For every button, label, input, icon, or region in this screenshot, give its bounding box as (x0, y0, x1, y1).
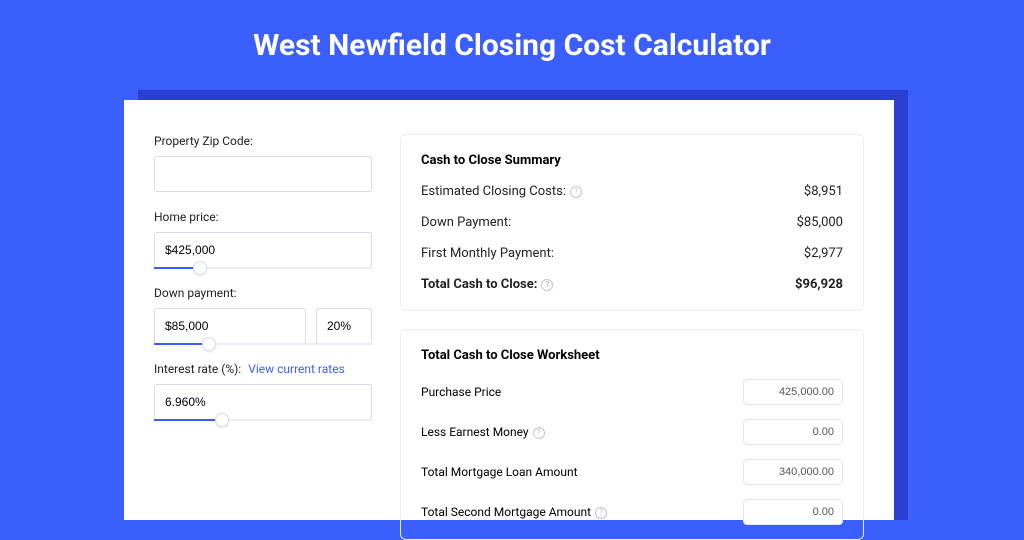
worksheet-field[interactable] (743, 419, 843, 445)
zip-group: Property Zip Code: (154, 134, 372, 192)
worksheet-row: Total Mortgage Loan Amount (421, 459, 843, 485)
results-column: Cash to Close Summary Estimated Closing … (400, 134, 864, 520)
summary-row: Estimated Closing Costs:? $8,951 (421, 184, 843, 199)
summary-row: First Monthly Payment: $2,977 (421, 246, 843, 261)
summary-label: Estimated Closing Costs:? (421, 184, 582, 199)
down-payment-input[interactable] (154, 308, 306, 344)
interest-rate-slider[interactable] (154, 419, 372, 421)
summary-card: Cash to Close Summary Estimated Closing … (400, 134, 864, 311)
interest-rate-label: Interest rate (%): View current rates (154, 362, 372, 376)
inputs-column: Property Zip Code: Home price: Down paym… (154, 134, 372, 520)
summary-label: Down Payment: (421, 215, 511, 230)
summary-label: Total Cash to Close:? (421, 277, 553, 292)
slider-fill (154, 419, 215, 421)
view-current-rates-link[interactable]: View current rates (248, 362, 345, 376)
help-icon[interactable]: ? (570, 186, 582, 198)
slider-fill (154, 343, 202, 345)
summary-value: $85,000 (797, 215, 843, 230)
worksheet-field[interactable] (743, 499, 843, 525)
summary-title: Cash to Close Summary (421, 153, 843, 168)
interest-rate-group: Interest rate (%): View current rates (154, 362, 372, 420)
summary-value: $96,928 (795, 277, 843, 292)
slider-thumb[interactable] (215, 413, 229, 427)
worksheet-row: Total Second Mortgage Amount? (421, 499, 843, 525)
help-icon[interactable]: ? (533, 427, 545, 439)
down-payment-group: Down payment: (154, 286, 372, 344)
worksheet-label: Total Mortgage Loan Amount (421, 465, 578, 479)
home-price-slider[interactable] (154, 267, 372, 269)
home-price-group: Home price: (154, 210, 372, 268)
zip-input[interactable] (154, 156, 372, 192)
down-payment-slider[interactable] (154, 343, 372, 345)
worksheet-field[interactable] (743, 379, 843, 405)
calculator-card: Property Zip Code: Home price: Down paym… (124, 100, 894, 520)
worksheet-card: Total Cash to Close Worksheet Purchase P… (400, 329, 864, 540)
summary-label: First Monthly Payment: (421, 246, 554, 261)
home-price-label: Home price: (154, 210, 372, 224)
slider-fill (154, 267, 193, 269)
summary-value: $8,951 (804, 184, 843, 199)
worksheet-row: Less Earnest Money? (421, 419, 843, 445)
slider-thumb[interactable] (202, 337, 216, 351)
worksheet-row: Purchase Price (421, 379, 843, 405)
help-icon[interactable]: ? (541, 279, 553, 291)
down-payment-label: Down payment: (154, 286, 372, 300)
interest-rate-input[interactable] (154, 384, 372, 420)
worksheet-title: Total Cash to Close Worksheet (421, 348, 843, 363)
summary-value: $2,977 (804, 246, 843, 261)
worksheet-label: Purchase Price (421, 385, 501, 399)
zip-label: Property Zip Code: (154, 134, 372, 148)
help-icon[interactable]: ? (595, 507, 607, 519)
page-title: West Newfield Closing Cost Calculator (0, 0, 1024, 85)
down-payment-pct-input[interactable] (316, 308, 372, 344)
slider-thumb[interactable] (193, 261, 207, 275)
home-price-input[interactable] (154, 232, 372, 268)
summary-row: Total Cash to Close:? $96,928 (421, 277, 843, 292)
worksheet-label: Less Earnest Money? (421, 425, 545, 439)
worksheet-field[interactable] (743, 459, 843, 485)
interest-rate-label-text: Interest rate (%): (154, 362, 241, 376)
summary-row: Down Payment: $85,000 (421, 215, 843, 230)
worksheet-label: Total Second Mortgage Amount? (421, 505, 607, 519)
